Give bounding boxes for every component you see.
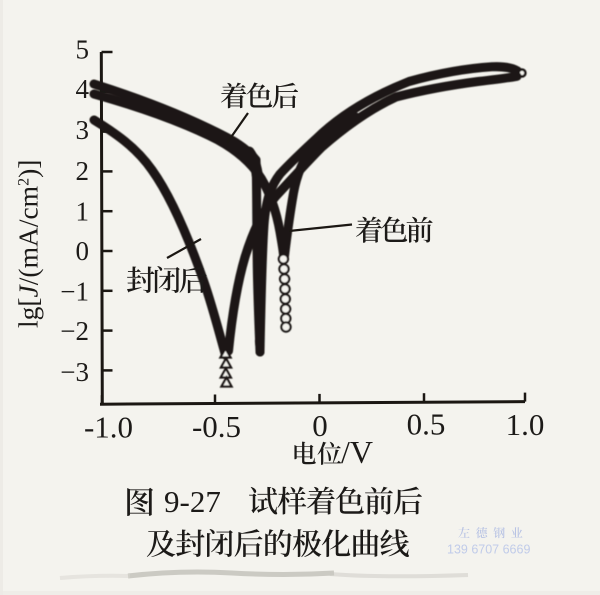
- svg-text:1: 1: [76, 197, 90, 227]
- svg-text:2: 2: [76, 156, 90, 186]
- svg-text:0.5: 0.5: [407, 407, 446, 442]
- svg-text:−2: −2: [60, 316, 89, 346]
- svg-text:lg[J/(mA/cm2)]: lg[J/(mA/cm2)]: [13, 160, 44, 328]
- svg-text:−3: −3: [60, 357, 89, 387]
- svg-text:139 6707 6669: 139 6707 6669: [447, 543, 530, 557]
- svg-text:3: 3: [76, 115, 90, 145]
- svg-text:4: 4: [76, 74, 90, 104]
- svg-text:-0.5: -0.5: [192, 409, 241, 444]
- svg-text:−1: −1: [60, 277, 89, 307]
- svg-text:1.0: 1.0: [506, 407, 545, 442]
- svg-text:5: 5: [76, 35, 90, 65]
- svg-text:-1.0: -1.0: [84, 409, 133, 444]
- svg-text:0: 0: [76, 236, 90, 266]
- svg-text:0: 0: [312, 408, 328, 443]
- svg-text:/V: /V: [341, 434, 373, 470]
- svg-text:9-27: 9-27: [164, 484, 221, 519]
